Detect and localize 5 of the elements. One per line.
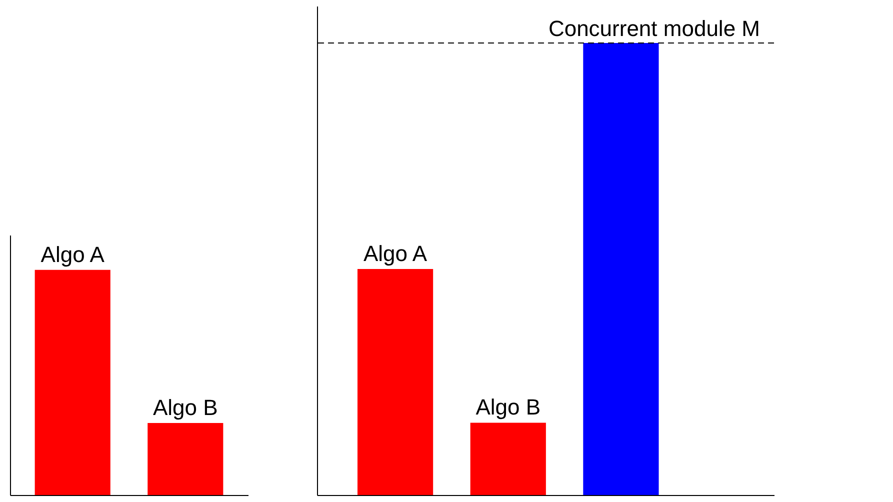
annotation: Algo B: [152, 394, 218, 420]
text: Algo A: [40, 242, 105, 267]
annotation: Algo B: [476, 394, 541, 420]
annotation: Algo A: [363, 241, 428, 266]
ref-line-label: Concurrent module M: [548, 16, 760, 42]
